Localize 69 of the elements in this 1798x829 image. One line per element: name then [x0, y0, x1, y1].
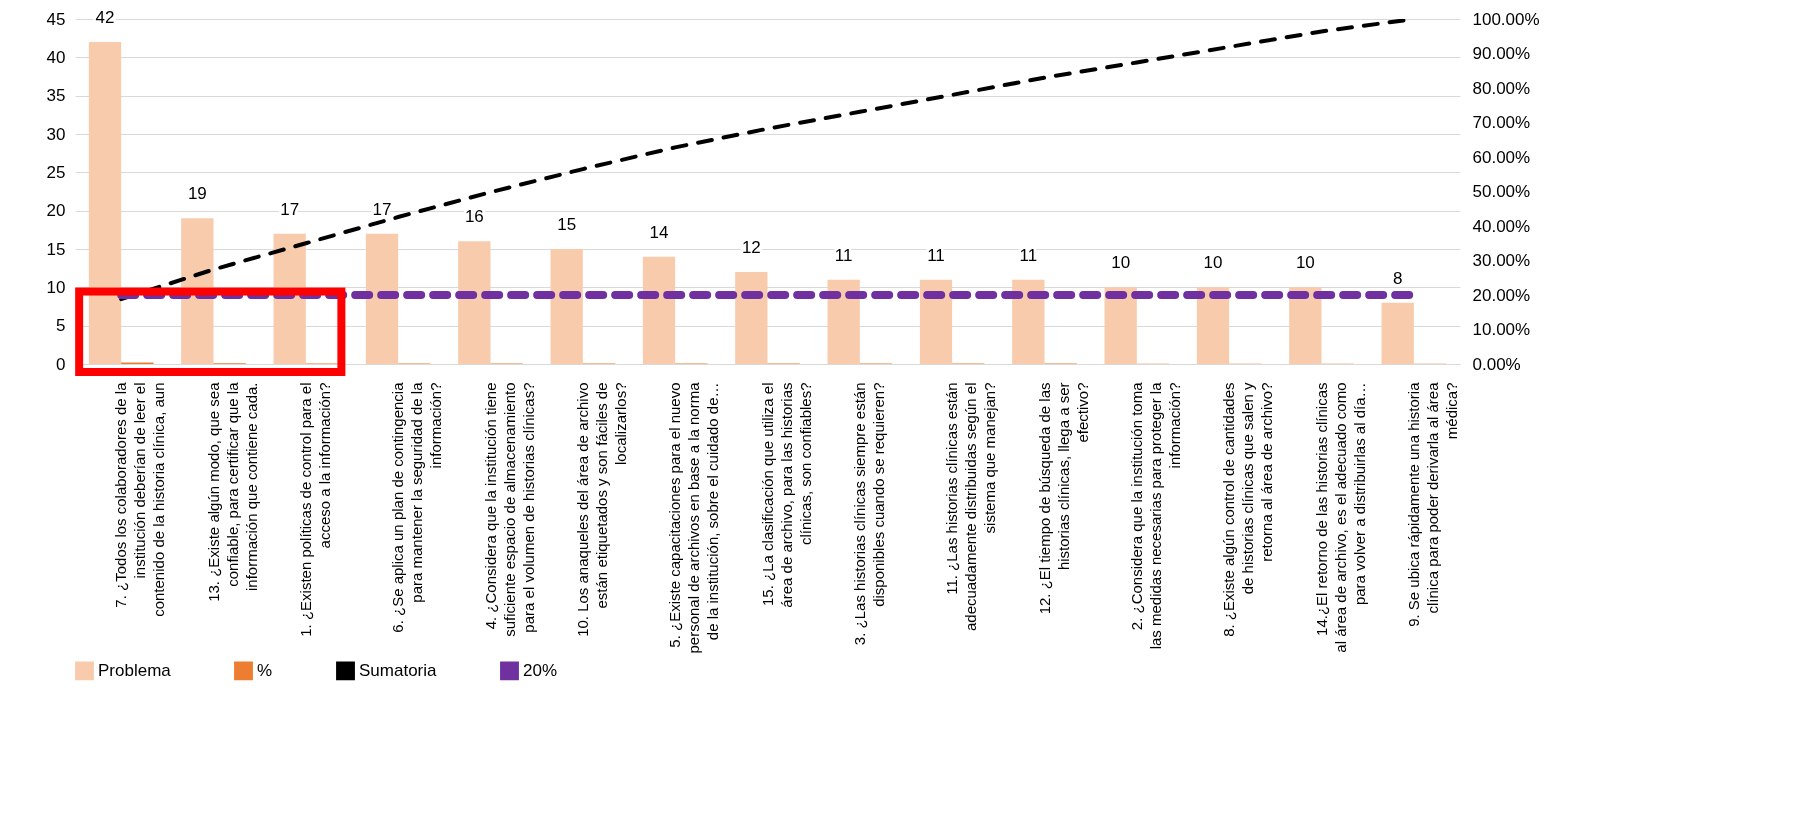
x-tick-label: 10. Los anaqueles del área de archivo están etiquetados y son fáciles de localizarlos? [573, 382, 629, 637]
y2-tick-label: 10.00% [1472, 320, 1531, 339]
data-label: 15 [557, 215, 577, 234]
x-tick-label: 15. ¿La clasificación que utiliza el área de archivo, para las historias clínicas, son confiables? [758, 382, 814, 608]
bar [1104, 287, 1137, 364]
y-tick-label: 20 [46, 201, 66, 221]
legend-label: Problema [98, 660, 172, 680]
x-tick-label: 5. ¿Existe capacitaciones para el nuevo personal de archivos en base a la norma de la institución, sobre el cuidado de… [666, 381, 722, 654]
bar [1012, 279, 1045, 364]
y-tick-label: 5 [56, 316, 66, 336]
bar [550, 249, 583, 364]
y2-tick-label: 60.00% [1472, 147, 1531, 167]
y-tick-label: 40 [46, 47, 66, 67]
data-label: 17 [372, 199, 392, 219]
y2-tick-label: 20.00% [1472, 285, 1531, 305]
y2-tick-label: 100.00% [1472, 9, 1540, 29]
data-label: 14 [649, 222, 669, 242]
data-label: 12 [741, 238, 761, 257]
x-tick-label: 14.¿El retorno de las historias clínicas al área de archivo, es el adecuado como para volver a distribuirlas al día… [1312, 382, 1368, 653]
data-label: 42 [95, 8, 115, 27]
x-tick-label: 8. ¿Existe algún control de cantidades de historias clínicas que salen y retorna al área de archivo? [1220, 382, 1276, 637]
x-tick-label: 7. ¿Todos los colaboradores de la institución deberían de leer el contenido de la historia clínica, aun [112, 381, 168, 617]
y-tick-label: 10 [46, 277, 66, 297]
y2-tick-label: 70.00% [1472, 113, 1531, 132]
bar [827, 279, 860, 364]
x-tick-label: 11. ¿Las historias clínicas están adecuadamente distribuidas según el sistema que manejan? [943, 382, 999, 632]
y2-tick-label: 80.00% [1472, 78, 1531, 98]
bar [458, 241, 491, 364]
data-label: 11 [1019, 245, 1038, 265]
bar [1381, 302, 1414, 364]
bar [642, 256, 676, 364]
data-label: 10 [1203, 253, 1223, 273]
bar [365, 233, 399, 364]
data-label: 10 [1295, 253, 1315, 273]
data-label: 10 [1111, 253, 1131, 273]
y2-tick-label: 40.00% [1472, 216, 1531, 236]
y2-tick-label: 0.00% [1472, 354, 1521, 374]
x-tick-label: 2. ¿Considera que la institución toma las medidas necesarias para proteger la información? [1127, 381, 1183, 650]
x-tick-label: 3. ¿Las historias clínicas siempre están disponibles cuando se requieren? [850, 382, 887, 646]
bar [88, 42, 122, 364]
x-tick-label: 12. ¿El tiempo de búsqueda de las historias clínicas, llega a ser efectivo? [1035, 382, 1091, 615]
x-tick-label: 13. ¿Existe algún modo, que sea confiable, para certificar que la información que contiene cada. [204, 381, 260, 602]
bar [919, 279, 953, 364]
data-label: 11 [834, 245, 853, 265]
y-tick-label: 35 [46, 86, 66, 106]
bar [1289, 287, 1322, 364]
y-tick-label: 45 [46, 9, 66, 29]
data-label: 8 [1392, 268, 1403, 288]
data-label: 17 [280, 199, 300, 219]
legend-label: % [257, 660, 273, 680]
y-tick-label: 0 [56, 354, 66, 374]
x-tick-label: 1. ¿Existen políticas de control para el acceso a la información? [296, 382, 333, 637]
bar [735, 272, 768, 364]
data-label: 16 [464, 207, 484, 227]
y-tick-label: 25 [46, 162, 66, 182]
bar [181, 218, 214, 364]
bar [1196, 287, 1230, 364]
legend-label: 20% [523, 660, 558, 680]
data-label: 19 [187, 184, 207, 204]
data-label: 11 [927, 245, 945, 265]
x-tick-label: 9. Se ubica rápidamente una historia clínica para poder derivarla al área médica? [1404, 381, 1460, 627]
y2-tick-label: 50.00% [1472, 182, 1531, 201]
y2-tick-label: 90.00% [1472, 44, 1531, 63]
y-tick-label: 15 [46, 239, 66, 259]
legend-label: Sumatoria [359, 660, 438, 680]
x-tick-label: 4. ¿Considera que la institución tiene suficiente espacio de almacenamiento para el volumen de historias clínicas? [481, 382, 537, 637]
y-tick-label: 30 [46, 124, 66, 144]
x-tick-label: 6. ¿Se aplica un plan de contingencia para mantener la seguridad de la información? [389, 381, 445, 633]
y2-tick-label: 30.00% [1472, 251, 1531, 270]
